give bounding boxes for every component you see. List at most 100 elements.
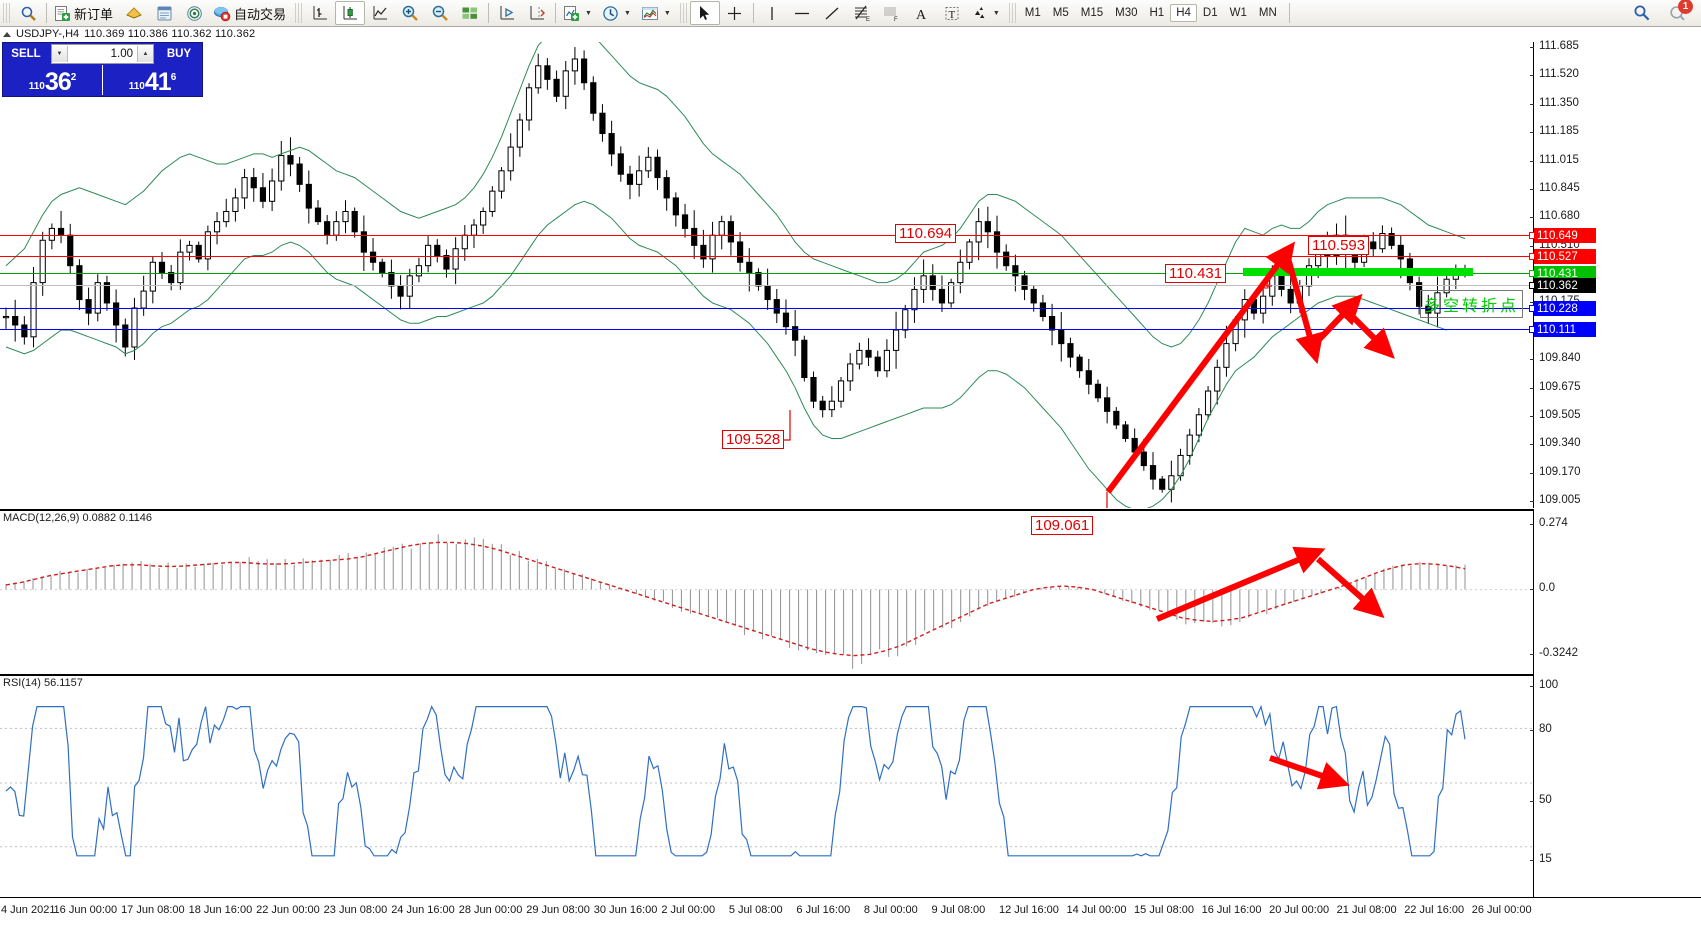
new-order-label: 新订单 — [74, 6, 114, 22]
support-badge-110431[interactable]: 110.431 — [1534, 266, 1596, 281]
chevron-down-icon-2[interactable]: ▼ — [623, 9, 631, 17]
candlestick-chart-icon[interactable] — [335, 1, 366, 25]
timeframe-m30[interactable]: M30 — [1115, 7, 1138, 19]
line-chart-icon[interactable] — [365, 1, 395, 25]
support-badge-110111[interactable]: 110.111 — [1534, 322, 1596, 337]
text-label-icon[interactable]: T — [937, 1, 967, 25]
toolbar-grip-4[interactable] — [1008, 3, 1016, 23]
autotrading-icon — [213, 5, 231, 22]
price-tick-110680: 110.680 — [1530, 210, 1580, 222]
support-badge-110228[interactable]: 110.228 — [1534, 301, 1596, 316]
hline-110228-support[interactable] — [0, 308, 1533, 309]
svg-text:E: E — [866, 17, 870, 22]
macd-tick-0: 0.274 — [1530, 517, 1568, 529]
market-watch-icon[interactable] — [119, 1, 149, 25]
templates-icon[interactable]: ▼ — [637, 1, 677, 25]
autotrading-label: 自动交易 — [234, 6, 287, 22]
auto-scroll-icon[interactable] — [492, 1, 522, 25]
toolbar-separator — [46, 3, 47, 23]
timeframe-h1[interactable]: H1 — [1149, 7, 1165, 19]
equidistant-channel-icon[interactable]: F — [877, 1, 907, 25]
indicators-icon[interactable]: ▼ — [559, 1, 598, 25]
price-axis[interactable]: 111.685 111.520 111.350 111.185 111.015 110.8… — [1529, 40, 1701, 508]
timeframe-mn[interactable]: MN — [1258, 7, 1277, 19]
chevron-down-icon[interactable]: ▼ — [585, 9, 592, 17]
volume-decrease-icon[interactable]: ▼ — [52, 46, 68, 62]
price-tick-111185: 111.185 — [1530, 125, 1579, 137]
time-axis[interactable]: 4 Jun 2021 16 Jun 00:00 17 Jun 08:00 18 Jun… — [0, 897, 1701, 946]
hline-110431-support[interactable] — [0, 273, 1533, 274]
hline-110694-resistance[interactable] — [0, 235, 1533, 236]
new-order-button[interactable]: 新订单 — [50, 1, 119, 25]
buy-button[interactable]: BUY — [166, 48, 192, 60]
zoom-in-icon[interactable] — [395, 1, 425, 25]
trendline-icon[interactable] — [817, 1, 847, 25]
time-label-15: 12 Jul 16:00 — [998, 904, 1059, 916]
data-window-icon[interactable] — [149, 1, 179, 25]
hline-110527-resistance[interactable] — [0, 256, 1533, 257]
vertical-line-icon[interactable] — [757, 1, 787, 25]
zoom-out-icon[interactable] — [425, 1, 455, 25]
sell-price-sup: 2 — [70, 72, 77, 83]
resistance-badge-110527[interactable]: 110.527 — [1534, 249, 1596, 264]
crosshair-icon[interactable] — [720, 1, 750, 25]
shapes-icon[interactable]: ▼ — [967, 1, 1006, 25]
notification-icon[interactable]: 1 — [1663, 0, 1693, 25]
volume-stepper[interactable]: ▼ 1.00 ▲ — [51, 44, 154, 64]
price-label-110694[interactable]: 110.694 — [895, 224, 957, 243]
macd-indicator-pane[interactable]: MACD(12,26,9) 0.0882 0.1146 — [0, 509, 1534, 674]
toolbar-right-group: 1 — [1627, 0, 1701, 25]
chevron-down-icon-4[interactable]: ▼ — [992, 9, 1000, 17]
green-support-zone[interactable] — [1243, 268, 1473, 276]
hline-110111-support[interactable] — [0, 329, 1533, 330]
sell-price[interactable]: 110 36 2 — [3, 65, 103, 95]
chinese-annotation-note[interactable]: 多空转折点 — [1420, 290, 1524, 318]
timeframe-h4[interactable]: H4 — [1170, 4, 1197, 22]
last-price-badge[interactable]: 110.362 — [1534, 278, 1596, 293]
macd-axis[interactable]: 0.274 0.0 -0.3242 — [1529, 509, 1701, 672]
autotrading-button[interactable]: 自动交易 — [209, 1, 292, 25]
price-chart-pane[interactable]: 110.694 110.593 110.431 109.528 109.061 … — [0, 24, 1534, 535]
horizontal-line-icon[interactable] — [787, 1, 817, 25]
chart-shift-icon[interactable] — [522, 1, 552, 25]
search-icon[interactable] — [1627, 1, 1657, 25]
buy-price-prefix: 110 — [128, 81, 145, 92]
bar-chart-icon[interactable] — [305, 1, 335, 25]
text-icon[interactable]: A — [907, 1, 937, 25]
price-label-110431[interactable]: 110.431 — [1165, 264, 1227, 283]
resistance-badge-110649[interactable]: 110.649 — [1534, 228, 1596, 243]
toolbar-separator-5 — [752, 3, 754, 23]
time-label-19: 20 Jul 00:00 — [1269, 904, 1330, 916]
price-tick-109840: 109.840 — [1530, 352, 1581, 364]
buy-price-big: 41 — [144, 68, 172, 96]
sell-button[interactable]: SELL — [11, 48, 41, 60]
macd-tick-1: 0.0 — [1530, 582, 1555, 594]
price-label-109528[interactable]: 109.528 — [722, 430, 785, 449]
magnifier-tool-icon[interactable] — [13, 1, 43, 25]
volume-value[interactable]: 1.00 — [110, 48, 133, 60]
period-icon[interactable]: ▼ — [598, 1, 637, 25]
rsi-indicator-pane[interactable]: RSI(14) 56.1157 — [0, 674, 1534, 898]
timeframe-d1[interactable]: D1 — [1202, 7, 1218, 19]
cursor-arrow-icon[interactable] — [689, 1, 720, 25]
expand-triangle-icon[interactable] — [3, 31, 11, 37]
volume-increase-icon[interactable]: ▲ — [137, 46, 153, 62]
macd-tick-2: -0.3242 — [1529, 647, 1578, 659]
timeframe-m15[interactable]: M15 — [1080, 7, 1104, 19]
buy-price[interactable]: 110 41 6 — [103, 65, 202, 95]
toolbar-grip-2[interactable] — [295, 3, 303, 23]
navigator-icon[interactable] — [179, 1, 209, 25]
time-label-3: 18 Jun 16:00 — [188, 904, 253, 916]
price-label-110593[interactable]: 110.593 — [1308, 236, 1370, 255]
fibonacci-icon[interactable]: E — [847, 1, 877, 25]
time-label-10: 2 Jul 00:00 — [661, 904, 716, 916]
timeframe-m1[interactable]: M1 — [1024, 7, 1041, 19]
rsi-axis[interactable]: 100 80 50 15 — [1529, 674, 1701, 896]
price-label-109061[interactable]: 109.061 — [1031, 516, 1094, 535]
toolbar-grip-3[interactable] — [679, 3, 687, 23]
toolbar-grip[interactable] — [3, 3, 10, 23]
timeframe-w1[interactable]: W1 — [1229, 7, 1247, 19]
chevron-down-icon-3[interactable]: ▼ — [663, 9, 671, 17]
grid-icon[interactable] — [455, 1, 485, 25]
timeframe-m5[interactable]: M5 — [1052, 7, 1069, 19]
